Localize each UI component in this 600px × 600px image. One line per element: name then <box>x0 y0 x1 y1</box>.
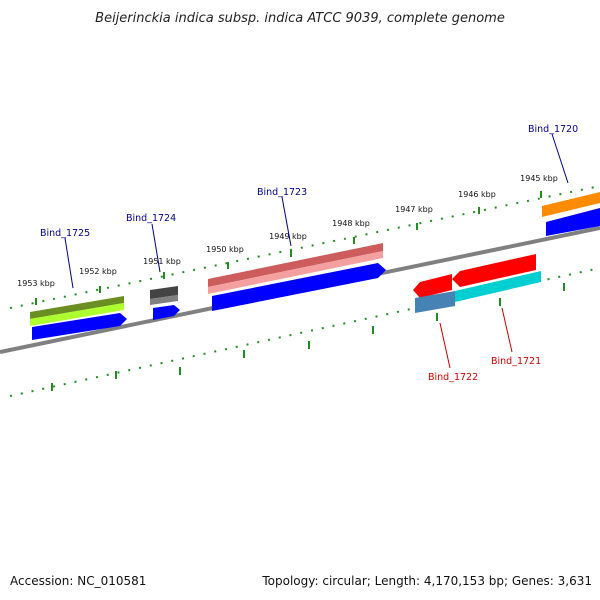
leader-line-bind-1723 <box>281 196 292 247</box>
gene-labels: Bind_1725 Bind_1724 Bind_1723 Bind_1722 … <box>40 124 578 383</box>
feature-band-dark <box>30 296 124 319</box>
accession-text: Accession: NC_010581 <box>10 574 146 588</box>
gene-bind-1720[interactable] <box>542 192 600 236</box>
tick-labels: 1953 kbp 1952 kbp 1951 kbp 1950 kbp 1949… <box>17 174 558 288</box>
gene-label-bind-1723[interactable]: Bind_1723 <box>257 187 307 198</box>
feature-band-dark <box>150 286 178 299</box>
leader-line-bind-1720 <box>551 133 569 184</box>
tick-label: 1947 kbp <box>395 205 433 214</box>
cds-arrow <box>32 313 127 340</box>
tick-label: 1950 kbp <box>206 245 244 254</box>
gene-bind-1721[interactable] <box>452 254 541 302</box>
leader-line-bind-1722 <box>439 322 451 369</box>
gene-label-bind-1720[interactable]: Bind_1720 <box>528 124 578 135</box>
tick-label: 1953 kbp <box>17 279 55 288</box>
gene-label-bind-1722[interactable]: Bind_1722 <box>428 372 478 383</box>
cds-arrow <box>546 208 600 236</box>
feature-band-dark <box>208 243 383 287</box>
gene-bind-1725[interactable] <box>30 296 127 340</box>
feature-band <box>30 303 124 326</box>
tick-label: 1946 kbp <box>458 190 496 199</box>
cds-arrow <box>153 305 180 320</box>
feature-band <box>455 271 541 302</box>
tick-label: 1952 kbp <box>79 267 117 276</box>
gene-label-bind-1724[interactable]: Bind_1724 <box>126 213 176 224</box>
outer-minor-ticks <box>9 185 600 309</box>
genome-summary-text: Topology: circular; Length: 4,170,153 bp… <box>261 574 592 588</box>
feature-band <box>150 295 178 305</box>
feature-band <box>415 291 455 313</box>
tick-label: 1945 kbp <box>520 174 558 183</box>
leader-line-bind-1721 <box>501 307 513 353</box>
reverse-cds-arrow <box>413 274 452 298</box>
leader-line-bind-1724 <box>151 223 161 273</box>
leader-line-bind-1725 <box>64 237 74 289</box>
outer-major-ticks <box>35 191 542 305</box>
inner-minor-ticks <box>9 267 600 397</box>
feature-band <box>542 192 600 217</box>
reverse-cds-arrow <box>452 254 536 287</box>
tick-label: 1949 kbp <box>269 232 307 241</box>
outer-tick-track <box>9 185 600 309</box>
gene-leader-lines <box>64 133 569 369</box>
gene-label-bind-1725[interactable]: Bind_1725 <box>40 228 90 239</box>
feature-band <box>208 251 383 294</box>
gene-label-bind-1721[interactable]: Bind_1721 <box>491 356 541 367</box>
tick-label: 1951 kbp <box>143 257 181 266</box>
gene-bind-1722[interactable] <box>413 274 455 313</box>
gene-bind-1724[interactable] <box>150 286 180 320</box>
cds-arrow <box>212 263 386 311</box>
tick-label: 1948 kbp <box>332 219 370 228</box>
inner-major-ticks <box>51 283 565 391</box>
gene-bind-1723[interactable] <box>208 243 386 311</box>
inner-tick-track <box>9 267 600 397</box>
map-title: Beijerinckia indica subsp. indica ATCC 9… <box>95 11 505 26</box>
